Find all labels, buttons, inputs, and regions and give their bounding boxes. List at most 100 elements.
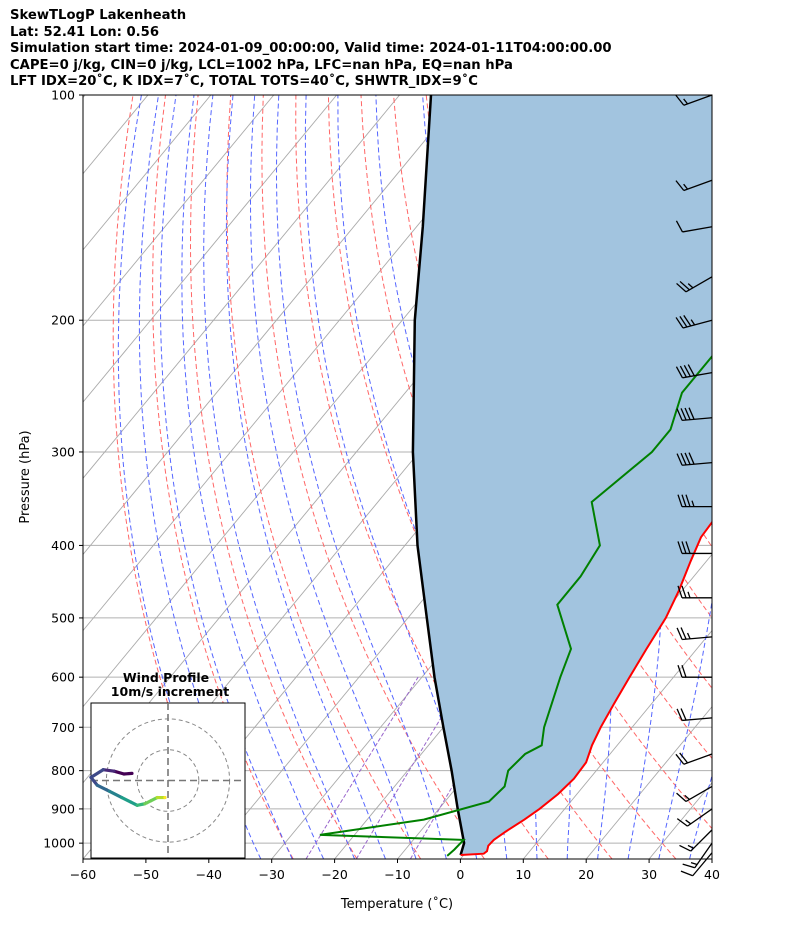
barb-flag [675,317,684,329]
chart-header: SkewTLogP Lakenheath Lat: 52.41 Lon: 0.5… [10,8,612,91]
wind-barb [680,852,713,877]
barb-flag [677,541,683,554]
barb-shaft [682,371,713,379]
hodograph-segment [101,768,116,773]
barb-half-flag [684,794,690,800]
x-tick-label: −60 [70,867,96,882]
barb-flag [675,220,684,233]
x-tick-label: 30 [641,867,657,882]
barb-flag [676,453,683,466]
barb-flag [681,494,687,507]
barb-shaft [682,417,713,421]
isotherm-line [711,858,712,859]
barb-flag [683,365,691,377]
barb-flag [675,94,685,106]
station-title: SkewTLogP Lakenheath [10,8,187,23]
barb-half-flag [687,283,694,289]
barb-flag [676,792,687,802]
x-tick-label: −50 [133,867,159,882]
barb-flag [676,282,687,293]
instability-indices: CAPE=0 j/kg, CIN=0 j/kg, LCL=1002 hPa, L… [10,57,513,73]
isotherm-line [83,95,338,403]
x-tick-label: −10 [384,867,410,882]
wind-barb [676,276,713,293]
barb-shaft [682,636,713,641]
x-tick-label: 20 [578,867,594,882]
hodograph-title: Wind Profile [123,670,209,685]
barb-flag [688,452,695,465]
hodograph-segment [120,795,133,804]
barb-flag [679,316,688,328]
mixing-ratio-line [305,676,419,859]
barb-flag [675,366,684,379]
hodograph-segment [107,789,124,800]
barb-half-flag [686,632,691,640]
barb-flag [685,541,691,554]
wind-barb [676,785,713,803]
barb-shaft [685,785,713,803]
wind-barb [677,664,712,678]
barb-flag [677,664,683,678]
wind-barb [675,314,713,329]
hodograph-segment [89,768,105,780]
hodograph-ring [136,749,200,812]
moist-adiabat-line [689,773,712,859]
barb-flag [680,408,687,421]
barb-flag [681,541,687,554]
y-tick-label: 300 [51,444,75,459]
barb-flag [681,664,687,678]
wind-barb [682,842,713,869]
barb-flag [679,280,690,291]
parcel-profile-line [411,95,466,856]
stability-indices: LFT IDX=20˚C, K IDX=7˚C, TOTAL TOTS=40˚C… [10,74,478,89]
barb-flag [676,408,683,421]
y-tick-label: 400 [51,538,75,553]
hodograph-segment [95,783,112,793]
dry-adiabat-line [226,95,422,859]
barb-shaft [682,717,713,722]
y-tick-label: 900 [51,801,75,816]
dry-adiabat-line [752,95,794,859]
hodograph-segment [89,775,99,787]
isotherm-line [522,629,712,859]
dewpoint-profile-line [319,354,712,857]
isotherm-line [83,95,86,99]
barb-flag [684,452,691,465]
wind-barb [676,627,713,641]
x-tick-label: 10 [515,867,531,882]
hodograph-segment [112,769,126,776]
x-tick-label: −30 [259,867,285,882]
wind-barb [677,585,712,599]
moist-adiabat-line [275,95,447,859]
barb-flag [679,752,689,764]
barb-flag [681,585,687,599]
y-tick-label: 800 [51,763,75,778]
y-axis-label: Pressure (hPa) [18,430,33,523]
moist-adiabat-line [138,95,262,859]
y-tick-label: 600 [51,670,75,685]
x-tick-label: 0 [456,867,464,882]
wind-barb [675,179,713,192]
barb-flag [680,708,687,721]
barb-shaft [683,753,713,765]
isotherm-line [83,95,463,556]
dry-adiabat-line [152,95,294,859]
temperature-profile-line [460,520,712,856]
barb-shaft [692,852,713,877]
moist-adiabat-line [225,95,386,859]
barb-flag [676,627,683,640]
barb-shaft [687,808,713,827]
plot-area [83,95,794,859]
barb-flag [675,180,685,191]
barb-half-flag [690,319,696,326]
isotherm-line [83,95,526,632]
barb-shaft [690,829,713,852]
barb-flag [687,364,695,377]
barb-flag [683,314,692,327]
barb-shaft [685,276,713,293]
simulation-times: Simulation start time: 2024-01-09_00:00:… [10,41,612,56]
wind-barb [675,94,713,106]
barb-half-flag [691,500,695,507]
barb-shaft [683,179,713,192]
